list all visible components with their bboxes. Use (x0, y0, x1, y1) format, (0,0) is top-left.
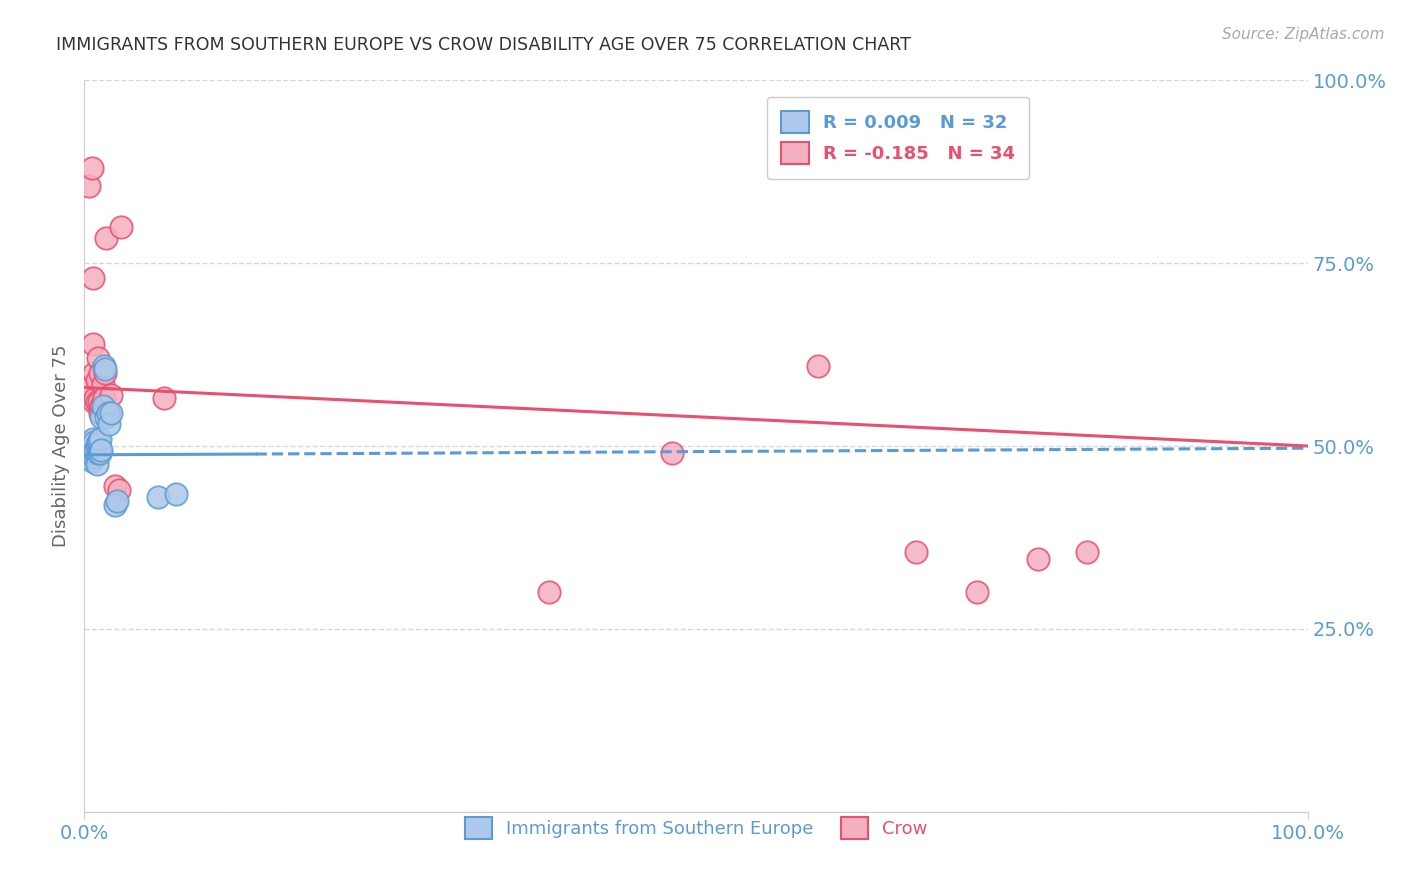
Point (91, 399, 114, 413)
Point (86, 457, 108, 471)
Point (93, 359, 115, 373)
Point (86, 439, 108, 453)
Text: IMMIGRANTS FROM SOUTHERN EUROPE VS CROW DISABILITY AGE OVER 75 CORRELATION CHART: IMMIGRANTS FROM SOUTHERN EUROPE VS CROW … (56, 36, 911, 54)
Point (82, 432, 104, 446)
Point (83, 395, 105, 409)
Point (100, 406, 122, 420)
Point (83, 435, 105, 450)
Point (77, 450, 100, 464)
Point (807, 359, 830, 373)
Point (83, 366, 105, 380)
Point (107, 483, 129, 497)
Point (84, 392, 107, 406)
Point (87, 442, 110, 457)
Point (165, 486, 187, 500)
Point (153, 392, 176, 406)
Point (105, 494, 128, 508)
Point (84, 442, 107, 457)
Point (89, 432, 111, 446)
Point (79, 439, 101, 453)
Point (82, 270, 104, 285)
Point (104, 498, 127, 512)
Y-axis label: Disability Age Over 75: Disability Age Over 75 (52, 344, 70, 548)
Point (87, 435, 110, 450)
Point (93, 392, 115, 406)
Point (87, 351, 110, 366)
Point (89, 446, 111, 460)
Point (97, 406, 120, 420)
Point (89, 366, 111, 380)
Point (86, 373, 108, 387)
Point (110, 219, 132, 234)
Point (97, 417, 120, 431)
Point (80, 453, 103, 467)
Point (91, 395, 114, 409)
Point (90, 399, 112, 413)
Legend: Immigrants from Southern Europe, Crow: Immigrants from Southern Europe, Crow (450, 803, 942, 854)
Point (1028, 552, 1050, 566)
Point (90, 442, 112, 457)
Point (661, 446, 683, 460)
Point (94, 366, 117, 380)
Point (87, 435, 110, 450)
Point (905, 545, 928, 559)
Point (91, 376, 114, 391)
Point (97, 406, 120, 420)
Point (79, 442, 101, 457)
Point (77, 380, 100, 394)
Point (96, 409, 118, 424)
Point (104, 479, 127, 493)
Point (96, 230, 118, 244)
Text: Source: ZipAtlas.com: Source: ZipAtlas.com (1222, 27, 1385, 42)
Point (77, 179, 100, 194)
Point (100, 388, 122, 402)
Point (77, 446, 100, 460)
Point (82, 446, 104, 460)
Point (146, 490, 169, 504)
Point (82, 336, 104, 351)
Point (80, 161, 103, 175)
Point (83, 450, 105, 464)
Point (966, 585, 988, 599)
Point (94, 362, 117, 376)
Point (79, 380, 101, 394)
Point (90, 409, 112, 424)
Point (87, 446, 110, 460)
Point (84, 446, 107, 460)
Point (538, 585, 561, 599)
Point (89, 406, 111, 420)
Point (87, 395, 110, 409)
Point (86, 395, 108, 409)
Point (1076, 545, 1098, 559)
